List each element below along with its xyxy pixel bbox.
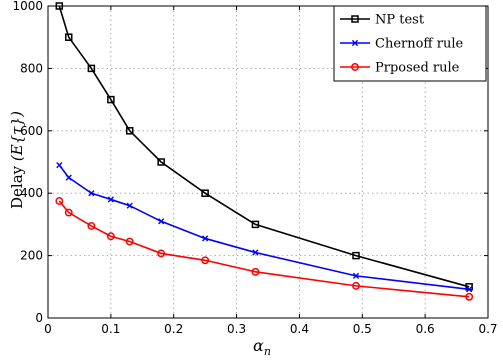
data-point — [352, 281, 360, 290]
y-axis-label-expr: (E{τ}) — [8, 111, 26, 161]
data-point — [125, 237, 134, 246]
y-tick-label: 200 — [20, 249, 43, 263]
data-point — [87, 64, 96, 73]
series-2 — [55, 197, 474, 301]
data-point — [55, 197, 64, 205]
data-point — [64, 33, 73, 41]
x-tick-label: 0.2 — [164, 322, 183, 336]
data-point — [252, 249, 259, 256]
data-point — [157, 249, 166, 258]
x-tick-label: 0.6 — [416, 322, 435, 336]
series-1 — [56, 162, 473, 293]
data-point — [107, 95, 115, 104]
data-point — [201, 189, 209, 197]
legend-label: Chernoff rule — [375, 37, 464, 52]
legend-entry: Prposed rule — [340, 61, 460, 76]
legend-entry: Chernoff rule — [340, 37, 464, 52]
series-line — [58, 164, 470, 291]
legend-label: Prposed rule — [375, 61, 460, 76]
tick-layer: 0 0.1 0.2 0.3 0.4 0.5 0.6 0.7 0 200 400 600 800 1000 — [12, 0, 497, 336]
legend-entry: NP test — [340, 13, 425, 28]
data-point — [107, 196, 114, 203]
data-point — [88, 190, 95, 197]
data-point — [87, 222, 96, 230]
x-axis-label: αn — [253, 336, 271, 358]
data-point — [352, 272, 360, 279]
x-tick-label: 0.5 — [353, 322, 372, 336]
y-tick-label: 400 — [20, 186, 43, 200]
x-axis-label-base: α — [253, 336, 264, 355]
legend: NP test Chernoff rule Prposed rule — [333, 5, 487, 82]
x-tick-label: 0.3 — [227, 322, 246, 336]
series-layer — [55, 2, 474, 301]
y-tick-label: 0 — [35, 311, 43, 325]
data-point — [65, 174, 72, 181]
data-point — [64, 208, 73, 217]
data-point — [352, 251, 360, 260]
data-point — [106, 232, 115, 241]
legend-marker — [351, 15, 359, 23]
x-tick-label: 0 — [44, 322, 52, 336]
x-tick-label: 0.7 — [478, 322, 497, 336]
data-point — [465, 292, 474, 301]
legend-marker — [351, 39, 359, 47]
series-0 — [55, 2, 473, 291]
data-point — [201, 256, 210, 265]
series-line — [58, 5, 470, 288]
legend-marker — [351, 63, 359, 71]
x-axis-label-sub: n — [264, 345, 271, 358]
x-tick-label: 0.1 — [101, 322, 120, 336]
data-point — [251, 220, 260, 229]
y-tick-label: 1000 — [12, 0, 43, 13]
y-tick-label: 800 — [20, 61, 43, 75]
x-tick-label: 0.4 — [290, 322, 309, 336]
data-point — [202, 235, 209, 242]
data-point — [56, 162, 63, 169]
y-axis-label: Delay (E{τ}) — [8, 111, 26, 209]
y-tick-label: 600 — [20, 124, 43, 138]
legend-label: NP test — [375, 13, 425, 28]
plot-frame — [47, 5, 489, 319]
data-point — [126, 202, 133, 209]
data-point — [158, 218, 165, 225]
y-axis-label-main: Delay — [8, 165, 26, 209]
data-point — [251, 267, 260, 276]
data-point — [157, 158, 165, 166]
series-line — [58, 200, 470, 298]
data-point — [466, 286, 473, 293]
data-point — [125, 127, 134, 135]
